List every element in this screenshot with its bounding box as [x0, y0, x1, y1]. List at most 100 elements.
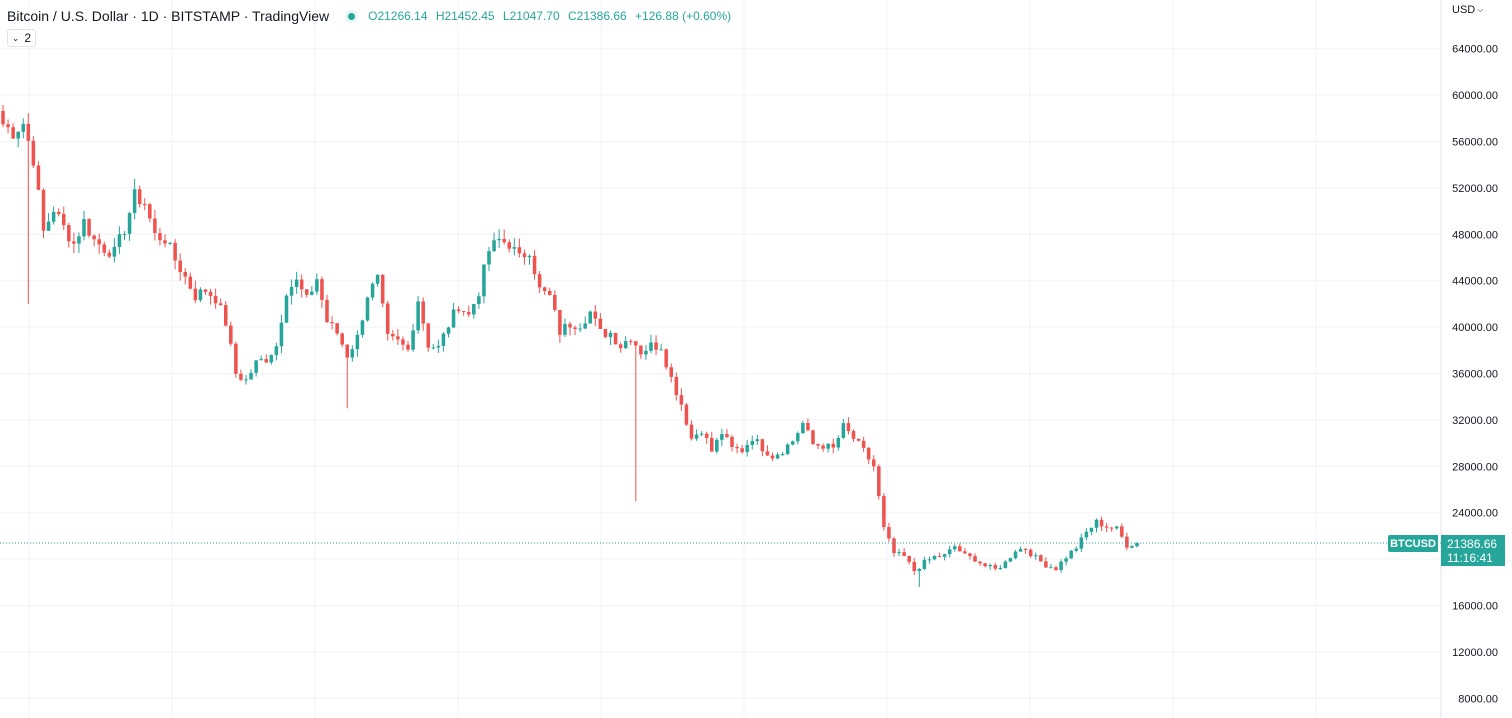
- candle-body: [375, 274, 380, 284]
- candle-body: [699, 433, 704, 435]
- candle: [1120, 523, 1124, 539]
- candle: [811, 429, 815, 446]
- candle-body: [887, 527, 891, 539]
- candle: [355, 330, 360, 357]
- candle-body: [694, 434, 699, 439]
- candle: [229, 321, 233, 347]
- candle: [907, 555, 911, 565]
- candle: [730, 434, 734, 452]
- candle-body: [871, 459, 876, 467]
- candle-body: [239, 373, 243, 380]
- candle: [709, 431, 714, 452]
- candle-body: [654, 342, 658, 350]
- candle: [1130, 544, 1134, 549]
- candle: [330, 316, 334, 330]
- candle: [689, 420, 694, 441]
- candle: [431, 344, 436, 350]
- candle: [866, 446, 871, 465]
- currency-selector[interactable]: USD ⌵: [1452, 4, 1483, 16]
- candle-body: [897, 552, 901, 554]
- candle: [861, 436, 866, 452]
- candle-body: [1049, 567, 1053, 569]
- candle-body: [370, 283, 375, 298]
- candle: [380, 274, 385, 308]
- candle: [659, 343, 663, 351]
- candle-body: [345, 344, 350, 358]
- candle: [87, 218, 91, 238]
- candle-body: [968, 553, 972, 557]
- price-axis[interactable]: 8000.00 12000.00 16000.00 24000.00 28000.00 3…: [1452, 44, 1498, 706]
- candle: [310, 286, 314, 296]
- candle-body: [532, 255, 537, 275]
- candle: [547, 287, 552, 296]
- price-tick-label: 40000.00: [1452, 322, 1498, 334]
- candle: [26, 113, 31, 304]
- candle-body: [461, 311, 466, 313]
- candle-body: [882, 496, 886, 528]
- candle-body: [922, 559, 927, 570]
- candles: [1, 105, 1139, 587]
- candle: [618, 342, 623, 353]
- candle-body: [1059, 561, 1063, 571]
- last-price-value: 21386.66: [1447, 536, 1498, 551]
- candle: [735, 443, 739, 454]
- candle: [102, 241, 107, 257]
- candle-body: [1130, 546, 1134, 548]
- candle: [1033, 552, 1038, 560]
- grid: [0, 0, 1441, 718]
- candle-body: [411, 330, 415, 350]
- candle-body: [649, 342, 653, 351]
- candle-body: [51, 211, 56, 222]
- candle-body: [760, 439, 765, 452]
- candle-body: [1039, 555, 1043, 562]
- candle-body: [573, 327, 577, 330]
- low-value: L21047.70: [502, 9, 560, 23]
- candle: [578, 323, 582, 333]
- candle-body: [289, 287, 294, 296]
- candle: [97, 233, 101, 254]
- candle: [178, 253, 182, 281]
- candle-body: [785, 444, 790, 455]
- candle: [922, 556, 927, 571]
- candle: [127, 211, 132, 241]
- candle-body: [223, 305, 228, 326]
- candle-body: [11, 127, 15, 139]
- market-status-icon[interactable]: [345, 9, 359, 23]
- candle-body: [466, 311, 471, 315]
- candle: [234, 341, 238, 378]
- price-tick-label: 60000.00: [1452, 90, 1498, 102]
- candle: [77, 232, 81, 253]
- candle-body: [294, 279, 299, 288]
- candle: [335, 323, 339, 336]
- candle: [649, 334, 653, 354]
- candle-body: [77, 236, 81, 244]
- candle-body: [127, 213, 132, 234]
- candle: [208, 288, 213, 305]
- candle: [168, 241, 172, 245]
- candle-body: [765, 451, 770, 456]
- candle: [482, 264, 486, 304]
- candle: [639, 345, 643, 359]
- candle: [917, 567, 922, 587]
- candle: [806, 418, 810, 432]
- candle: [279, 314, 284, 354]
- close-value: C21386.66: [567, 9, 627, 23]
- candle-body: [735, 447, 739, 449]
- symbol-title[interactable]: Bitcoin / U.S. Dollar · 1D · BITSTAMP · …: [7, 8, 330, 24]
- candle: [1109, 526, 1114, 532]
- candle-body: [183, 272, 188, 277]
- candle-body: [304, 289, 309, 295]
- candle: [897, 549, 901, 557]
- candle: [790, 440, 795, 446]
- candle-body: [279, 322, 284, 347]
- candle-body: [41, 189, 46, 231]
- candle: [831, 438, 836, 454]
- candle-body: [416, 301, 420, 331]
- candle: [67, 222, 71, 248]
- candle-body: [168, 242, 172, 244]
- indicators-collapse-button[interactable]: ⌄ 2: [7, 29, 36, 47]
- candle-body: [527, 255, 532, 258]
- candle: [345, 344, 350, 409]
